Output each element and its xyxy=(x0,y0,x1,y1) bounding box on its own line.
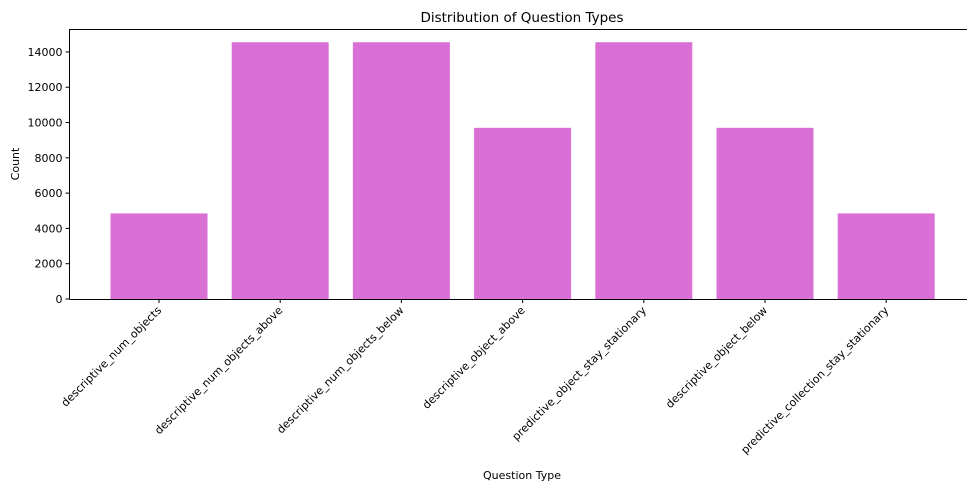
y-tick-label: 2000 xyxy=(35,258,63,271)
y-axis-label: Count xyxy=(9,147,22,180)
y-axis: 0 2000 4000 6000 8000 10000 12000 14000 xyxy=(28,46,70,306)
bar xyxy=(474,127,572,299)
bars-group xyxy=(110,42,935,300)
y-tick-label: 12000 xyxy=(28,81,63,94)
y-tick-label: 10000 xyxy=(28,117,63,130)
bar xyxy=(110,213,208,299)
y-tick-label: 6000 xyxy=(35,187,63,200)
chart-title: Distribution of Question Types xyxy=(420,10,623,26)
y-tick-label: 4000 xyxy=(35,222,63,235)
bar xyxy=(352,42,450,300)
bar xyxy=(595,42,693,300)
y-tick-label: 8000 xyxy=(35,152,63,165)
bar xyxy=(231,42,329,300)
bar xyxy=(837,213,935,299)
y-tick-label: 14000 xyxy=(28,46,63,59)
y-tick-label: 0 xyxy=(56,293,63,306)
x-axis-label: Question Type xyxy=(483,469,561,482)
bar xyxy=(716,127,814,299)
